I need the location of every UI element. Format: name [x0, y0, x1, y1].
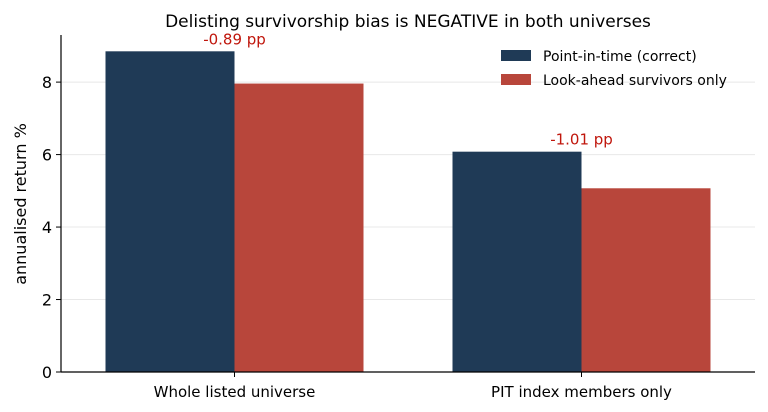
x-tick-label: PIT index members only	[491, 383, 672, 401]
bias-annotation: -1.01 pp	[550, 131, 613, 149]
ticks-layer: 0 2 4 6 8 Whole listed universe PIT index memb…	[42, 73, 672, 401]
bar-point-in-time	[105, 51, 235, 372]
chart-title: Delisting survivorship bias is NEGATIVE …	[165, 12, 651, 32]
y-tick-label: 0	[42, 363, 52, 382]
y-axis-label: annualised return %	[11, 123, 30, 285]
bars-layer	[105, 51, 711, 372]
y-tick-label: 6	[42, 146, 52, 165]
y-tick-label: 8	[42, 73, 52, 92]
annotations-layer: -0.89 pp -1.01 pp	[203, 30, 613, 148]
bar-look-ahead	[581, 188, 711, 372]
axes-layer	[60, 35, 755, 373]
bar-look-ahead	[234, 83, 364, 372]
legend: Point-in-time (correct) Look-ahead surviv…	[501, 49, 727, 89]
legend-swatch	[501, 74, 531, 85]
legend-swatch	[501, 50, 531, 61]
legend-label: Look-ahead survivors only	[543, 73, 727, 89]
y-tick-label: 4	[42, 218, 52, 237]
bar-point-in-time	[452, 151, 582, 372]
bias-annotation: -0.89 pp	[203, 30, 266, 48]
y-tick-label: 2	[42, 291, 52, 310]
legend-label: Point-in-time (correct)	[543, 49, 697, 65]
x-tick-label: Whole listed universe	[154, 383, 316, 401]
